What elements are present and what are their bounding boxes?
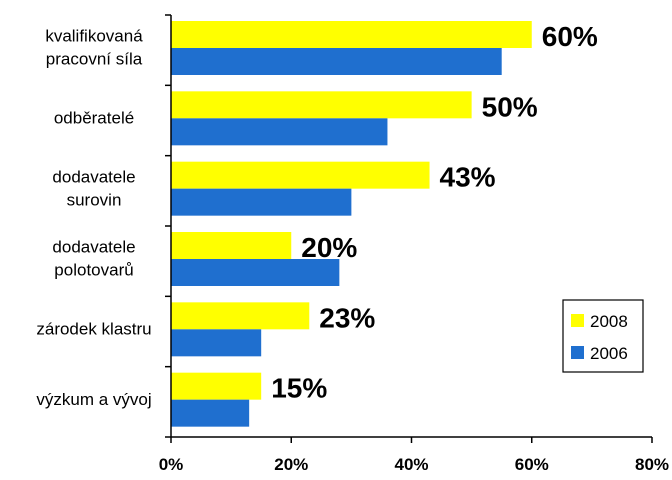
data-label-4: 23% <box>319 302 375 333</box>
x-tick-label-0: 0% <box>159 455 184 474</box>
bar-2008-0 <box>171 21 532 48</box>
bar-2006-5 <box>171 399 250 427</box>
legend-label-2008: 2008 <box>590 312 628 331</box>
category-label-3-1: polotovarů <box>54 261 133 280</box>
bar-2008-3 <box>171 232 292 259</box>
bar-2008-1 <box>171 91 472 119</box>
category-label-1-0: odběratelé <box>54 109 134 128</box>
x-tick-label-2: 40% <box>394 455 428 474</box>
data-label-1: 50% <box>482 91 538 122</box>
bar-2008-5 <box>171 372 262 400</box>
category-label-5-0: výzkum a vývoj <box>36 390 151 409</box>
bar-2006-2 <box>171 188 352 216</box>
bar-2006-0 <box>171 48 502 75</box>
bar-2006-4 <box>171 329 262 357</box>
bar-2006-3 <box>171 259 340 286</box>
bar-2008-2 <box>171 161 430 189</box>
category-label-4-0: zárodek klastru <box>36 320 151 339</box>
category-label-2-1: surovin <box>67 190 122 209</box>
x-tick-label-4: 80% <box>635 455 669 474</box>
data-label-2: 43% <box>440 162 496 193</box>
x-tick-label-1: 20% <box>274 455 308 474</box>
data-label-3: 20% <box>301 232 357 263</box>
category-label-0-1: pracovní síla <box>46 50 143 69</box>
data-label-5: 15% <box>271 373 327 404</box>
x-tick-label-3: 60% <box>515 455 549 474</box>
category-label-0-0: kvalifikovaná <box>45 27 143 46</box>
legend-swatch-2008 <box>571 314 584 327</box>
bar-2006-1 <box>171 118 388 146</box>
category-label-3-0: dodavatele <box>52 238 135 257</box>
bar-2008-4 <box>171 302 310 330</box>
data-label-0: 60% <box>542 21 598 52</box>
legend-box <box>562 299 644 373</box>
legend-swatch-2006 <box>571 346 584 359</box>
legend-label-2006: 2006 <box>590 344 628 363</box>
category-label-2-0: dodavatele <box>52 167 135 186</box>
